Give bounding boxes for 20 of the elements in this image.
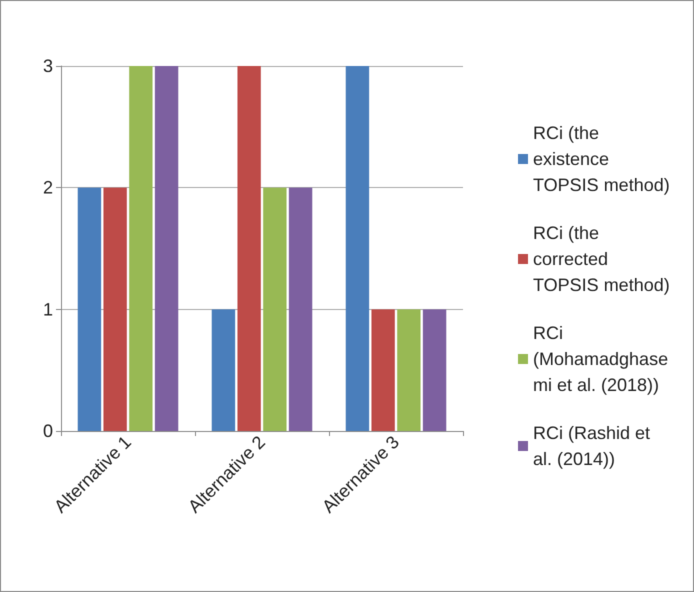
bar — [103, 188, 127, 431]
bar — [288, 188, 312, 431]
legend-label: RCi (the existence TOPSIS method) — [533, 123, 670, 195]
y-tick-label: 2 — [42, 178, 53, 198]
y-tick-label: 0 — [42, 421, 53, 441]
bar — [422, 309, 446, 431]
bar — [129, 66, 153, 431]
bar — [397, 309, 421, 431]
bar — [237, 66, 261, 431]
legend-label: RCi (Rashid et al. (2014)) — [533, 423, 656, 469]
bar — [371, 309, 395, 431]
bar — [78, 188, 102, 431]
bar — [263, 188, 287, 431]
y-tick-label: 1 — [42, 299, 53, 320]
bar — [212, 309, 236, 431]
legend-label: RCi (Mohamadghasemi et al. (2018)) — [533, 323, 668, 395]
legend-label: RCi (the corrected TOPSIS method) — [533, 223, 670, 295]
bar — [346, 66, 370, 431]
y-tick-label: 3 — [42, 56, 53, 76]
bar — [154, 66, 178, 431]
